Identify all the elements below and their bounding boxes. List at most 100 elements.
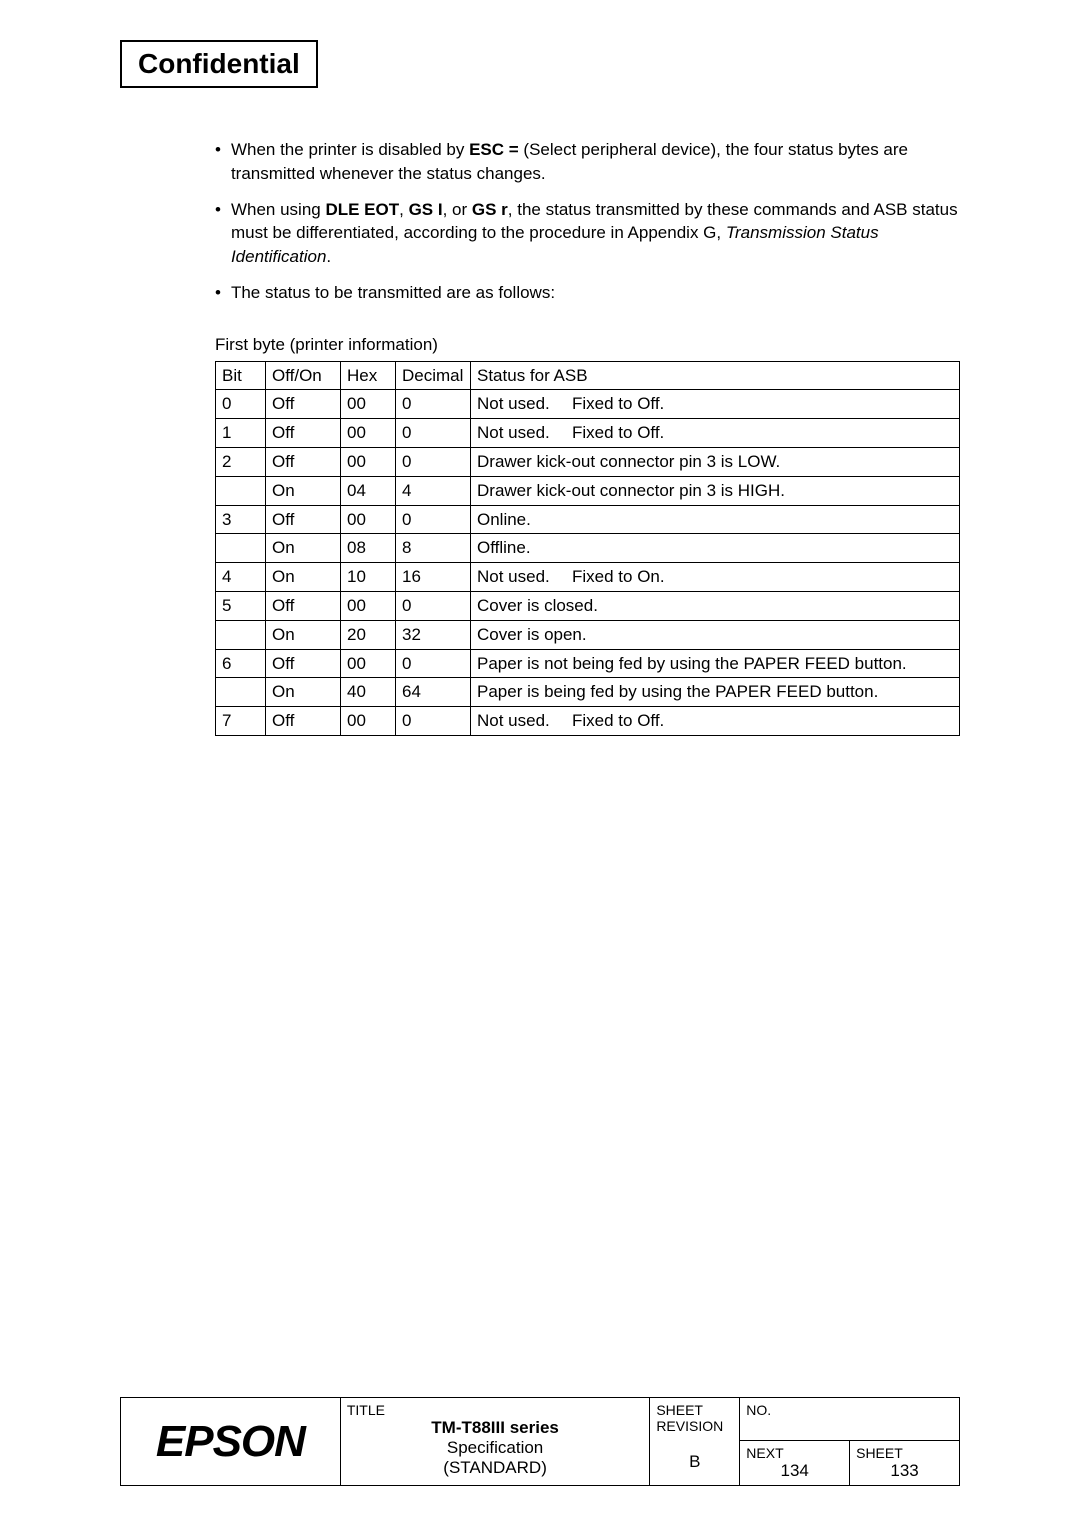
cell-status: Not used.Fixed to On.: [471, 563, 960, 592]
text-span: When using: [231, 200, 326, 219]
cell-offon: Off: [266, 447, 341, 476]
table-row: 7Off000Not used.Fixed to Off.: [216, 707, 960, 736]
cell-status: Drawer kick-out connector pin 3 is LOW.: [471, 447, 960, 476]
cell-hex: 00: [341, 447, 396, 476]
next-value: 134: [746, 1461, 843, 1481]
confidential-header: Confidential: [120, 40, 318, 88]
table-caption: First byte (printer information): [215, 333, 960, 357]
bullet-2: • When using DLE EOT, GS I, or GS r, the…: [215, 198, 960, 269]
revision-cell: SHEET REVISION B: [650, 1398, 740, 1486]
title-pre: TM-T88: [431, 1418, 491, 1437]
col-bit-header: Bit: [216, 361, 266, 390]
no-label: NO.: [746, 1402, 953, 1418]
cell-offon: On: [266, 620, 341, 649]
table-row: On4064Paper is being fed by using the PA…: [216, 678, 960, 707]
cell-bit: [216, 620, 266, 649]
cell-bit: 0: [216, 390, 266, 419]
sheet-label: SHEET: [656, 1402, 733, 1418]
cell-bit: 6: [216, 649, 266, 678]
cell-status: Online.: [471, 505, 960, 534]
cell-decimal: 0: [396, 419, 471, 448]
cell-bit: [216, 534, 266, 563]
table-row: On2032Cover is open.: [216, 620, 960, 649]
content-area: • When the printer is disabled by ESC = …: [215, 138, 960, 736]
cell-bit: [216, 678, 266, 707]
col-offon-header: Off/On: [266, 361, 341, 390]
cell-status: Cover is open.: [471, 620, 960, 649]
title-mid: III: [491, 1418, 505, 1437]
bullet-text: When using DLE EOT, GS I, or GS r, the s…: [231, 198, 960, 269]
cell-hex: 08: [341, 534, 396, 563]
cell-decimal: 8: [396, 534, 471, 563]
col-hex-header: Hex: [341, 361, 396, 390]
cell-decimal: 0: [396, 649, 471, 678]
bullet-marker: •: [215, 281, 221, 305]
cell-bit: 5: [216, 591, 266, 620]
cell-hex: 00: [341, 591, 396, 620]
cell-offon: Off: [266, 505, 341, 534]
cell-offon: On: [266, 476, 341, 505]
cell-status: Not used.Fixed to Off.: [471, 707, 960, 736]
confidential-text: Confidential: [138, 48, 300, 79]
revision-value: B: [656, 1434, 733, 1472]
cell-hex: 20: [341, 620, 396, 649]
title-block: EPSON TITLE TM-T88III series Specificati…: [120, 1397, 960, 1486]
cell-offon: On: [266, 563, 341, 592]
no-cell: NO.: [740, 1398, 960, 1441]
cell-status: Paper is being fed by using the PAPER FE…: [471, 678, 960, 707]
table-row: 5Off000Cover is closed.: [216, 591, 960, 620]
cell-decimal: 0: [396, 707, 471, 736]
text-span: , or: [443, 200, 472, 219]
cell-offon: Off: [266, 419, 341, 448]
cell-offon: On: [266, 534, 341, 563]
bold-span: GS r: [472, 200, 508, 219]
bold-span: DLE EOT: [325, 200, 399, 219]
table-row: 0Off000Not used.Fixed to Off.: [216, 390, 960, 419]
bold-span: GS I: [409, 200, 443, 219]
cell-bit: 1: [216, 419, 266, 448]
cell-bit: 4: [216, 563, 266, 592]
cell-hex: 10: [341, 563, 396, 592]
cell-offon: Off: [266, 649, 341, 678]
table-row: On088Offline.: [216, 534, 960, 563]
cell-decimal: 0: [396, 447, 471, 476]
cell-hex: 00: [341, 390, 396, 419]
next-label: NEXT: [746, 1445, 843, 1461]
cell-hex: 00: [341, 419, 396, 448]
title-line1: TM-T88III series: [431, 1418, 559, 1437]
logo-cell: EPSON: [121, 1398, 341, 1486]
table-row: 1Off000Not used.Fixed to Off.: [216, 419, 960, 448]
cell-offon: Off: [266, 707, 341, 736]
next-cell: NEXT 134: [740, 1441, 850, 1486]
cell-hex: 00: [341, 505, 396, 534]
col-status-header: Status for ASB: [471, 361, 960, 390]
bullet-text: The status to be transmitted are as foll…: [231, 281, 555, 305]
revision-label: REVISION: [656, 1418, 733, 1434]
table-header-row: Bit Off/On Hex Decimal Status for ASB: [216, 361, 960, 390]
cell-status: Not used.Fixed to Off.: [471, 390, 960, 419]
cell-bit: 2: [216, 447, 266, 476]
title-cell: TITLE TM-T88III series Specification (ST…: [340, 1398, 649, 1486]
cell-status: Not used.Fixed to Off.: [471, 419, 960, 448]
cell-decimal: 32: [396, 620, 471, 649]
text-span: .: [326, 247, 331, 266]
cell-decimal: 0: [396, 505, 471, 534]
bullet-1: • When the printer is disabled by ESC = …: [215, 138, 960, 186]
epson-logo: EPSON: [156, 1417, 305, 1466]
cell-bit: 7: [216, 707, 266, 736]
bold-span: ESC =: [469, 140, 519, 159]
cell-offon: Off: [266, 390, 341, 419]
cell-bit: 3: [216, 505, 266, 534]
table-row: 4On1016Not used.Fixed to On.: [216, 563, 960, 592]
bullet-text: When the printer is disabled by ESC = (S…: [231, 138, 960, 186]
cell-status: Cover is closed.: [471, 591, 960, 620]
sheet-cell: SHEET 133: [850, 1441, 960, 1486]
cell-decimal: 4: [396, 476, 471, 505]
cell-offon: Off: [266, 591, 341, 620]
cell-decimal: 0: [396, 390, 471, 419]
cell-status: Paper is not being fed by using the PAPE…: [471, 649, 960, 678]
table-row: 3Off000Online.: [216, 505, 960, 534]
cell-status: Drawer kick-out connector pin 3 is HIGH.: [471, 476, 960, 505]
bullet-3: • The status to be transmitted are as fo…: [215, 281, 960, 305]
cell-hex: 04: [341, 476, 396, 505]
